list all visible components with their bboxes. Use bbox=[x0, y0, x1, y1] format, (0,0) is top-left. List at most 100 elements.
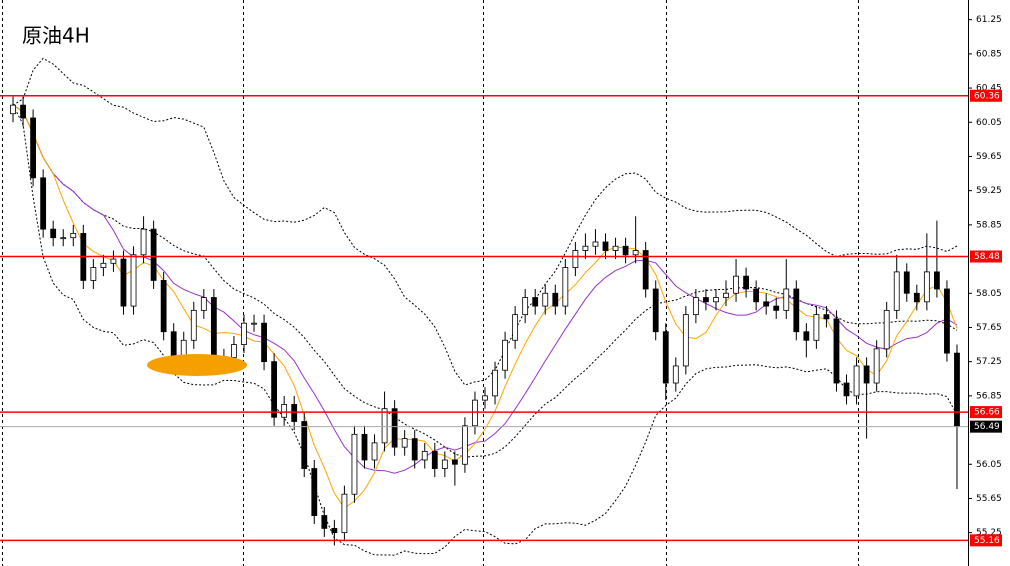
up-candle bbox=[512, 314, 519, 341]
down-candle bbox=[301, 421, 308, 469]
level-label-box bbox=[970, 250, 1002, 263]
bollinger-upper bbox=[12, 57, 958, 386]
down-candle bbox=[863, 365, 870, 384]
up-candle bbox=[562, 267, 569, 307]
up-candle bbox=[351, 433, 358, 495]
down-candle bbox=[331, 527, 338, 534]
down-candle bbox=[291, 404, 298, 422]
up-candle bbox=[60, 237, 67, 240]
up-candle bbox=[672, 365, 679, 384]
down-candle bbox=[903, 271, 910, 294]
up-candle bbox=[70, 233, 77, 239]
down-candle bbox=[451, 459, 458, 465]
down-candle bbox=[833, 318, 840, 384]
down-candle bbox=[642, 250, 649, 290]
up-candle bbox=[522, 297, 529, 316]
moving-average-fast bbox=[12, 104, 958, 509]
up-candle bbox=[873, 348, 880, 384]
y-tick-label: 59.25 bbox=[976, 186, 1002, 196]
up-candle bbox=[281, 404, 288, 418]
chart-title: 原油4H bbox=[22, 24, 90, 48]
level-label-box bbox=[970, 406, 1002, 419]
down-candle bbox=[271, 361, 278, 418]
up-candle bbox=[492, 369, 498, 397]
up-candle bbox=[421, 451, 428, 461]
down-candle bbox=[20, 104, 26, 119]
current-price-label: 56.49 bbox=[974, 422, 1000, 432]
up-candle bbox=[733, 275, 739, 294]
up-candle bbox=[853, 365, 860, 397]
price-axis: 61.25 60.85 60.45 60.05 59.65 59.25 58.85 58.05… bbox=[0, 15, 1002, 547]
up-candle bbox=[682, 314, 689, 367]
down-candle bbox=[552, 292, 559, 307]
up-candle bbox=[472, 399, 478, 427]
level-label-box bbox=[970, 89, 1002, 102]
up-candle bbox=[632, 250, 639, 256]
up-candle bbox=[893, 271, 900, 311]
up-candle bbox=[923, 271, 930, 303]
up-candle bbox=[200, 297, 207, 311]
up-candle bbox=[401, 438, 408, 448]
up-candle bbox=[241, 322, 247, 345]
down-candle bbox=[622, 245, 629, 256]
up-candle bbox=[813, 314, 820, 341]
current-price-box bbox=[970, 420, 1002, 433]
y-tick-label: 58.85 bbox=[976, 220, 1002, 230]
up-candle bbox=[381, 408, 388, 444]
up-candle bbox=[341, 493, 348, 534]
down-candle bbox=[602, 241, 609, 251]
down-candle bbox=[743, 275, 749, 290]
down-candle bbox=[944, 288, 950, 354]
up-candle bbox=[100, 262, 107, 269]
level-label: 55.16 bbox=[974, 536, 1000, 546]
level-label-box bbox=[970, 534, 1002, 547]
up-candle bbox=[612, 245, 619, 251]
up-candle bbox=[713, 297, 719, 303]
level-label: 56.66 bbox=[974, 408, 1000, 418]
y-tick-label: 56.05 bbox=[976, 460, 1002, 470]
y-tick-label: 57.65 bbox=[976, 323, 1002, 333]
up-candle bbox=[783, 288, 790, 311]
up-candle bbox=[592, 241, 599, 247]
down-candle bbox=[210, 297, 217, 358]
down-candle bbox=[50, 228, 57, 239]
moving-average-slow bbox=[12, 104, 958, 474]
y-tick-label: 60.85 bbox=[976, 49, 1002, 59]
down-candle bbox=[793, 288, 800, 333]
down-candle bbox=[652, 288, 659, 333]
bollinger-middle bbox=[12, 104, 958, 458]
up-candle bbox=[723, 292, 729, 298]
down-candle bbox=[913, 292, 920, 303]
up-candle bbox=[130, 254, 137, 307]
down-candle bbox=[431, 451, 438, 469]
candles bbox=[10, 96, 960, 546]
down-candle bbox=[773, 305, 780, 311]
down-candle bbox=[361, 433, 368, 461]
y-tick-label: 61.25 bbox=[976, 15, 1002, 25]
up-candle bbox=[90, 267, 97, 281]
down-candle bbox=[662, 331, 669, 384]
up-candle bbox=[140, 228, 147, 256]
y-tick-label: 55.65 bbox=[976, 494, 1002, 504]
up-candle bbox=[190, 309, 197, 341]
up-candle bbox=[10, 104, 16, 115]
up-candle bbox=[883, 309, 890, 350]
up-candle bbox=[251, 322, 257, 325]
y-tick-label: 60.45 bbox=[976, 84, 1002, 94]
session-separators bbox=[2, 0, 859, 566]
down-candle bbox=[120, 258, 127, 307]
down-candle bbox=[763, 301, 770, 307]
down-candle bbox=[823, 314, 830, 320]
down-candle bbox=[160, 280, 167, 333]
y-tick-label: 57.25 bbox=[976, 357, 1002, 367]
up-candle bbox=[462, 425, 468, 465]
up-candle bbox=[542, 292, 549, 307]
up-candle bbox=[231, 344, 237, 358]
down-candle bbox=[411, 438, 418, 461]
up-candle bbox=[371, 442, 378, 461]
y-tick-label: 60.05 bbox=[976, 118, 1002, 128]
down-candle bbox=[803, 331, 810, 341]
up-candle bbox=[110, 258, 117, 264]
down-candle bbox=[311, 468, 318, 516]
